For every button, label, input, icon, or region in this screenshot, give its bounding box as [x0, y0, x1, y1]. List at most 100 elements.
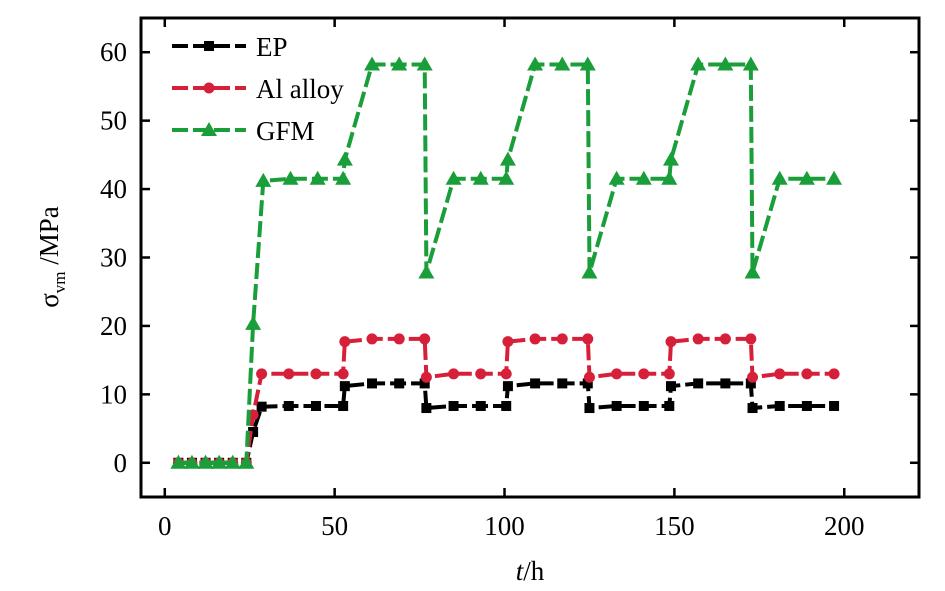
data-point [420, 371, 432, 383]
data-point [611, 368, 623, 380]
series-gfm [170, 56, 843, 469]
data-point [717, 56, 734, 71]
legend-swatch-marker [203, 82, 215, 94]
data-point [527, 56, 544, 71]
data-point [556, 333, 568, 345]
legend-swatch-marker [204, 41, 214, 51]
data-point [338, 400, 349, 411]
data-point [416, 56, 433, 71]
x-tick-label: 0 [158, 511, 172, 541]
data-point [719, 333, 731, 345]
data-point [745, 333, 757, 345]
data-point [826, 170, 843, 185]
data-point [197, 454, 214, 469]
data-point [170, 454, 187, 469]
legend-item: GFM [172, 116, 315, 146]
data-point [801, 368, 813, 380]
data-point [720, 378, 731, 389]
y-axis-variable: σ [34, 293, 64, 308]
data-point [745, 378, 756, 389]
y-tick-label: 0 [114, 448, 128, 478]
x-tick-label: 150 [654, 511, 695, 541]
data-point [255, 172, 272, 187]
y-axis-subscript: vm [50, 271, 69, 293]
data-point [472, 170, 489, 185]
data-point [693, 378, 704, 389]
x-axis-title: t/h [516, 556, 545, 586]
data-point [224, 454, 241, 469]
legend-label: EP [256, 32, 288, 62]
y-axis-unit: /MPa [34, 206, 64, 271]
y-tick-label: 20 [100, 311, 127, 341]
data-point [692, 333, 704, 345]
data-point [798, 170, 815, 185]
data-point [475, 368, 487, 380]
data-point [774, 400, 785, 411]
x-tick-label: 50 [321, 511, 348, 541]
data-point [309, 170, 326, 185]
data-point [581, 264, 598, 279]
y-tick-label: 60 [100, 37, 127, 67]
data-point [661, 170, 678, 185]
y-tick-label: 40 [100, 174, 127, 204]
data-point [498, 170, 515, 185]
x-tick-label: 200 [824, 511, 865, 541]
data-point [582, 378, 593, 389]
legend-swatch-marker [201, 122, 217, 136]
data-point [366, 333, 378, 345]
data-point [608, 170, 625, 185]
y-axis-title: σvm /MPa [34, 206, 69, 308]
data-point [742, 56, 759, 71]
legend: EP Al alloy GFM [172, 32, 344, 146]
data-point [663, 368, 675, 380]
legend-label: GFM [256, 116, 315, 146]
data-point [554, 56, 571, 71]
x-tick-label: 100 [484, 511, 525, 541]
data-point [339, 336, 351, 348]
data-point [283, 368, 295, 380]
data-point [579, 56, 596, 71]
data-point [256, 368, 268, 380]
data-point [611, 400, 622, 411]
data-point [310, 368, 322, 380]
data-point [501, 400, 512, 411]
data-point [421, 403, 432, 414]
series-line [178, 381, 835, 465]
data-point [502, 381, 513, 392]
data-point [502, 336, 514, 348]
data-point [828, 368, 840, 380]
data-point [499, 151, 516, 166]
data-point [530, 378, 541, 389]
data-point [665, 336, 677, 348]
data-point [283, 400, 294, 411]
data-point [584, 403, 595, 414]
data-point [339, 381, 350, 392]
data-point [583, 371, 595, 383]
data-point [310, 400, 321, 411]
x-axis-variable: t [516, 556, 525, 586]
data-point [771, 170, 788, 185]
x-axis-unit: /h [523, 556, 545, 586]
data-point [638, 400, 649, 411]
series-line [178, 336, 835, 465]
data-point [419, 333, 431, 345]
data-point [445, 170, 462, 185]
data-point [557, 378, 568, 389]
data-point [211, 454, 228, 469]
data-point [529, 333, 541, 345]
axis-ticks: 0 50 100 150 200 0 10 20 30 40 50 60 [100, 18, 919, 541]
series-al-alloy [172, 333, 840, 469]
data-point [635, 170, 652, 185]
data-point [744, 264, 761, 279]
y-tick-label: 50 [100, 106, 127, 136]
series-ep [173, 378, 840, 468]
data-point [448, 400, 459, 411]
data-point [335, 170, 352, 185]
data-point [690, 56, 707, 71]
data-point [418, 264, 435, 279]
legend-item: Al alloy [172, 74, 344, 104]
data-point [183, 454, 200, 469]
data-point [747, 403, 758, 414]
data-point [662, 151, 679, 166]
data-point [364, 56, 381, 71]
